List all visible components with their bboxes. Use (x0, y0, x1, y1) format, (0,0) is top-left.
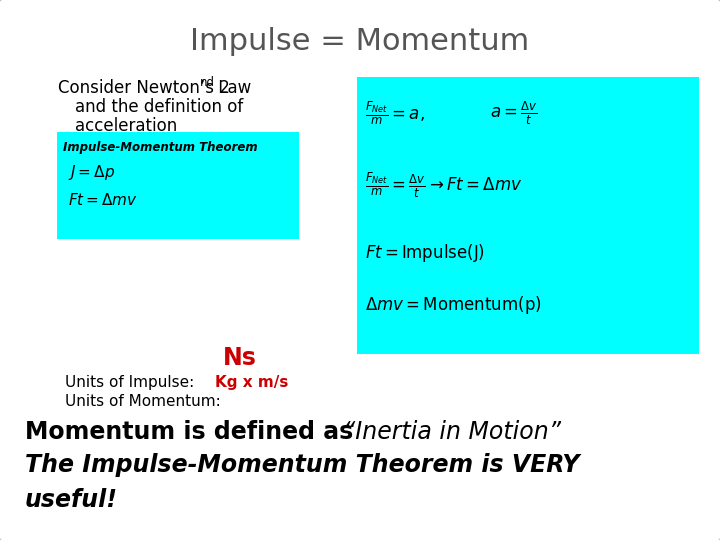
Text: and the definition of: and the definition of (75, 98, 243, 116)
Text: Impulse-Momentum Theorem: Impulse-Momentum Theorem (63, 141, 258, 154)
Text: useful!: useful! (25, 488, 118, 512)
Text: The Impulse-Momentum Theorem is VERY: The Impulse-Momentum Theorem is VERY (25, 453, 580, 477)
FancyBboxPatch shape (357, 77, 699, 354)
Text: $Ft = \mathrm{Impulse(J)}$: $Ft = \mathrm{Impulse(J)}$ (365, 242, 485, 264)
Text: acceleration: acceleration (75, 117, 177, 135)
Text: Kg x m/s: Kg x m/s (215, 375, 289, 389)
Text: Momentum is defined as: Momentum is defined as (25, 420, 354, 444)
Text: nd: nd (200, 77, 215, 90)
Text: Consider Newton’s 2: Consider Newton’s 2 (58, 79, 230, 97)
Text: $\frac{F_{Net}}{m} = a,$: $\frac{F_{Net}}{m} = a,$ (365, 99, 425, 127)
Text: Units of Momentum:: Units of Momentum: (65, 395, 221, 409)
Text: $J = \Delta p$: $J = \Delta p$ (68, 164, 115, 183)
Text: $\Delta mv = \mathrm{Momentum(p)}$: $\Delta mv = \mathrm{Momentum(p)}$ (365, 294, 541, 316)
Text: “Inertia in Motion”: “Inertia in Motion” (343, 420, 561, 444)
Text: Impulse = Momentum: Impulse = Momentum (190, 28, 530, 57)
Text: $Ft = \Delta mv$: $Ft = \Delta mv$ (68, 192, 138, 208)
Text: $\frac{F_{Net}}{m} = \frac{\Delta v}{t} \rightarrow Ft = \Delta mv$: $\frac{F_{Net}}{m} = \frac{\Delta v}{t} … (365, 170, 522, 200)
FancyBboxPatch shape (57, 132, 299, 239)
Text: $a = \frac{\Delta v}{t}$: $a = \frac{\Delta v}{t}$ (490, 99, 538, 127)
Text: Units of Impulse:: Units of Impulse: (65, 375, 194, 389)
Text: Law: Law (213, 79, 251, 97)
Text: Ns: Ns (223, 346, 257, 370)
